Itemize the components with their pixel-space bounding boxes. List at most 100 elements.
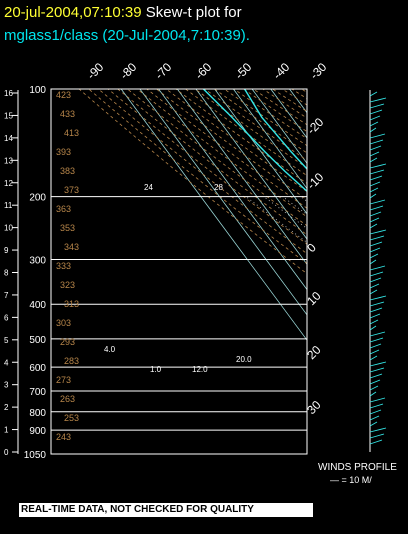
wind-barb [369,349,380,355]
mixing-ratio-label: 28 [214,183,223,192]
wind-barb [369,211,382,217]
dry-adiabat-line [321,89,408,454]
wind-barb [369,199,386,205]
wind-barb [369,265,386,271]
pressure-tick-label: 100 [29,85,46,96]
dry-adiabat-line [194,89,307,169]
wind-barb [369,181,381,187]
wind-barb [369,235,385,241]
mixing-ratio-label: 1.0 [150,365,162,374]
km-tick-label: 14 [4,134,13,143]
km-tick-label: 0 [4,448,9,457]
km-tick-label: 13 [4,156,13,165]
wind-barb [369,427,387,433]
moist-adiabat-line [324,197,408,454]
theta-label: 243 [56,432,71,442]
isotherm-line [176,89,307,265]
winds-profile-title: WINDS PROFILE [318,462,397,473]
wind-barb [369,355,378,361]
km-tick-label: 2 [4,403,9,412]
dry-adiabat-line [107,89,307,245]
theta-label: 383 [60,166,75,176]
wind-barb [369,343,382,349]
km-tick-label: 4 [4,358,9,367]
plot-frame [50,88,308,455]
theta-label: 343 [64,242,79,252]
theta-label: 423 [56,90,71,100]
theta-label: 433 [60,109,75,119]
isotherm-line [158,89,307,291]
wind-barb [369,133,386,139]
km-tick-label: 3 [4,381,9,390]
isotherm-line [327,89,408,454]
wind-barb [369,307,383,313]
wind-barb [369,289,378,295]
wind-barb [369,151,380,157]
timestamp-label: 20-jul-2004,07:10:39 [4,4,142,21]
theta-label: 313 [64,299,79,309]
theta-label: 323 [60,280,75,290]
wind-barb [369,439,383,445]
km-tick-label: 8 [4,269,9,278]
isotherm-line [308,89,408,454]
theta-label: 413 [64,128,79,138]
wind-barb [369,169,385,175]
theta-label: 263 [60,394,75,404]
dry-adiabat-line [98,89,307,255]
dry-adiabat-line [146,89,307,209]
wind-barb [369,397,386,403]
moist-adiabat-line [300,196,307,202]
isotherm-line [195,89,307,240]
wind-barb [369,403,384,409]
km-tick-label: 11 [4,201,13,210]
theta-label: 283 [64,356,79,366]
wind-barb [369,187,379,193]
temperature-right-label: -10 [304,170,326,192]
theta-label: 333 [56,261,71,271]
wind-barb [369,313,381,319]
wind-barb [369,91,378,97]
wind-barb [369,391,377,397]
dry-adiabat-line [282,89,307,106]
dry-adiabat-line [301,89,307,93]
wind-barb [369,301,385,307]
wind-barb [369,205,384,211]
wind-barb [369,433,385,439]
wind-barb [369,223,378,229]
wind-barb [369,367,385,373]
isotherm-line [383,89,408,454]
km-tick-label: 10 [4,224,13,233]
theta-label: 373 [64,185,79,195]
temperature-top-label: -30 [307,60,329,82]
wind-barb [369,325,377,331]
wind-barb [369,421,378,427]
wind-barb [369,241,383,247]
wind-barb [369,175,383,181]
dry-adiabat-line [175,89,307,184]
temperature-right-label: -20 [304,115,326,137]
theta-label: 363 [56,204,71,214]
wind-barb [369,253,379,259]
dry-adiabat-line [204,89,307,161]
wind-barb [369,217,380,223]
dry-adiabat-line [291,89,307,100]
sounding-trace-0 [244,89,307,170]
theta-label: 393 [56,147,71,157]
km-tick-label: 1 [4,426,9,435]
isotherm-line [120,89,307,341]
wind-barb [369,277,382,283]
wind-barb [369,283,380,289]
moist-adiabat-line [245,196,307,243]
plot-subtitle: mglass1/class (20-Jul-2004,7:10:39). [4,27,250,44]
mixing-ratio-label: 4.0 [104,345,116,354]
wind-barb [369,229,387,235]
wind-barb [369,379,381,385]
wind-barb [369,103,385,109]
wind-barb [369,271,384,277]
pressure-tick-label: 300 [29,256,46,267]
pressure-tick-label: 900 [29,426,46,437]
dry-adiabat-line [311,89,408,454]
plot-title: Skew-t plot for [145,4,242,21]
isotherm-line [251,89,307,164]
km-tick-label: 15 [4,111,13,120]
